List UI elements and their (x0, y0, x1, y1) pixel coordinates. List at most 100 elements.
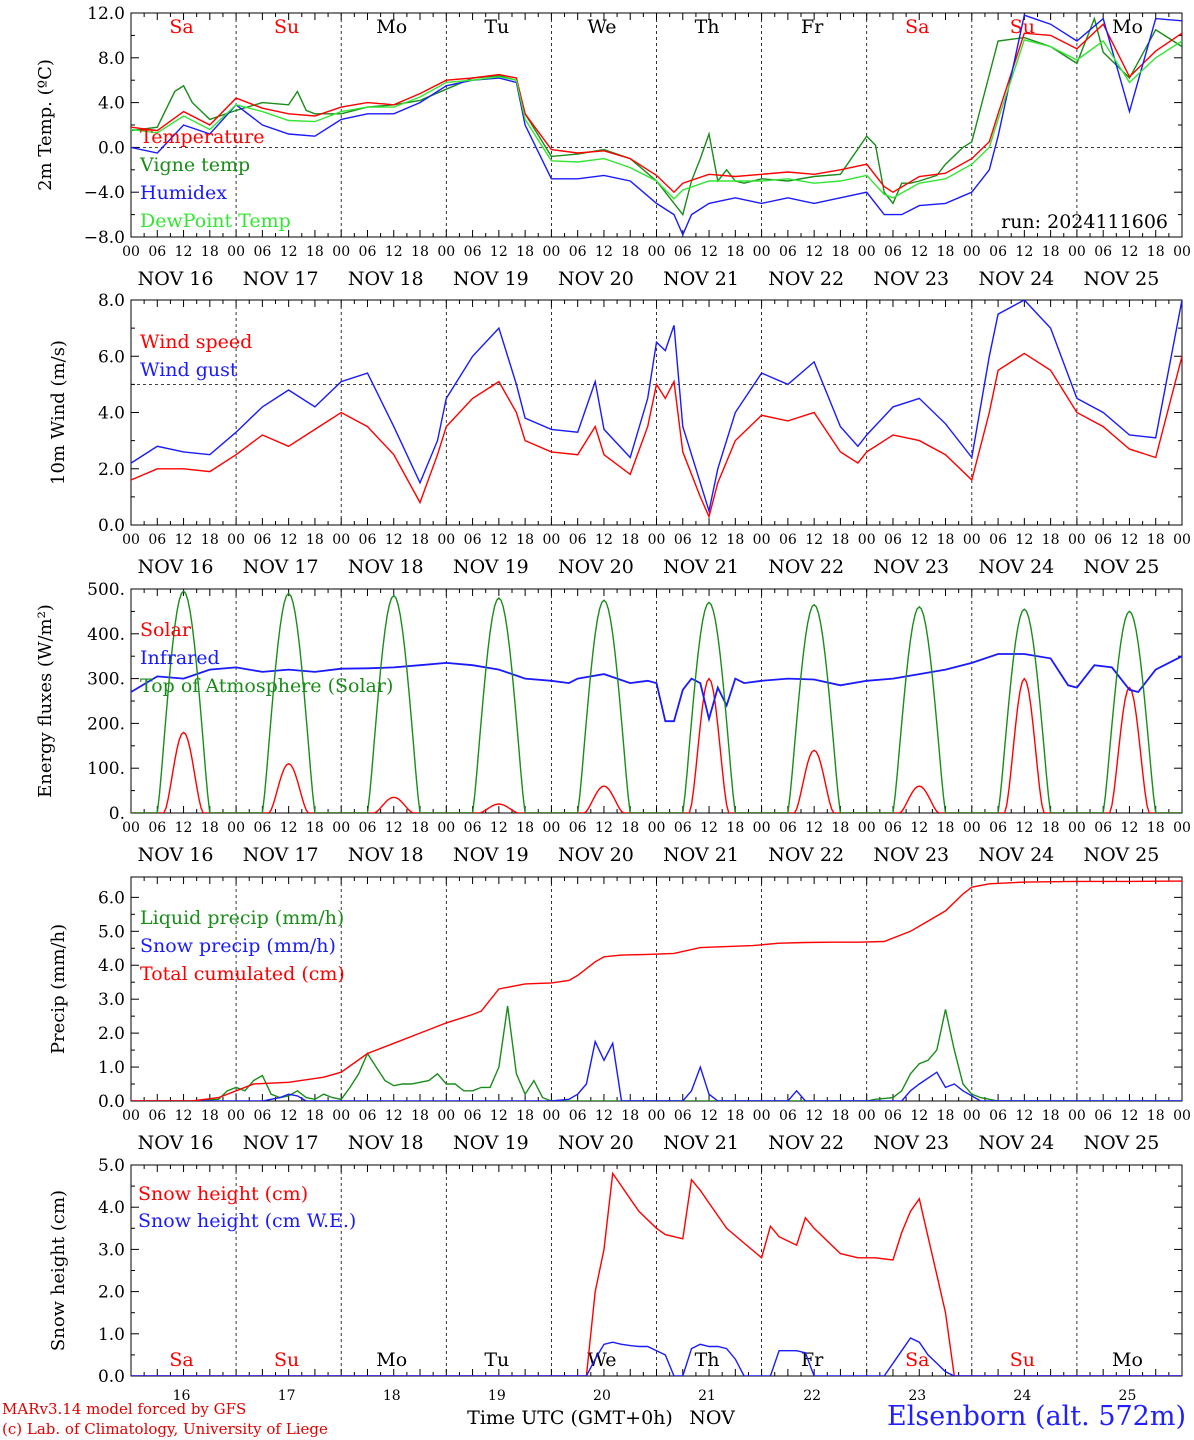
date-label-energy: NOV 25 (1084, 844, 1160, 866)
hour-tick-label-temp: 06 (989, 244, 1007, 260)
hour-tick-label-precip: 00 (542, 1108, 560, 1124)
hour-tick-label-temp: 06 (253, 244, 271, 260)
day-abbr-bottom: Tu (484, 1349, 509, 1371)
panel-frame-wind (130, 299, 1183, 526)
hour-tick-label-energy: 06 (359, 820, 377, 836)
hour-tick-label-wind: 12 (175, 532, 193, 548)
hour-tick-label-precip: 06 (1094, 1108, 1112, 1124)
hour-tick-label-energy: 00 (332, 820, 350, 836)
hour-tick-label-energy: 12 (1121, 820, 1139, 836)
legend-entry-humidex: Humidex (140, 182, 227, 204)
day-number-label: 18 (383, 1388, 401, 1404)
hour-tick-label-wind: 12 (700, 532, 718, 548)
hour-tick-label-temp: 00 (1068, 244, 1086, 260)
series-line-solar (131, 677, 1182, 813)
date-label-temp: NOV 22 (768, 268, 844, 290)
day-abbr-bottom: Mo (1112, 1349, 1143, 1371)
date-label-wind: NOV 19 (453, 556, 529, 578)
hour-tick-label-precip: 18 (516, 1108, 534, 1124)
hour-tick-label-wind: 06 (464, 532, 482, 548)
hour-tick-label-energy: 12 (175, 820, 193, 836)
date-label-precip: NOV 22 (768, 1132, 844, 1154)
y-tick-label-wind: 0.0 (98, 516, 125, 536)
legend-entry-wind-speed: Wind speed (140, 331, 252, 353)
hour-tick-label-precip: 12 (1121, 1108, 1139, 1124)
legend-entry-wind-gust: Wind gust (140, 359, 238, 381)
hour-tick-label-energy: 06 (569, 820, 587, 836)
date-label-temp: NOV 20 (558, 268, 634, 290)
hour-tick-label-precip: 18 (621, 1108, 639, 1124)
hour-tick-label-precip: 12 (175, 1108, 193, 1124)
date-label-precip: NOV 16 (138, 1132, 214, 1154)
hour-tick-label-temp: 00 (963, 244, 981, 260)
date-label-temp: NOV 23 (873, 268, 949, 290)
y-tick-label-energy: 400. (87, 625, 125, 645)
hour-tick-label-temp: 06 (674, 244, 692, 260)
y-axis-label-precip: Precip (mm/h) (48, 924, 69, 1054)
hour-tick-label-wind: 12 (1121, 532, 1139, 548)
hour-tick-label-energy: 18 (832, 820, 850, 836)
hour-tick-label-temp: 12 (1015, 244, 1033, 260)
y-tick-label-temp: −8.0 (84, 228, 125, 248)
hour-tick-label-precip: 18 (1147, 1108, 1165, 1124)
hour-tick-label-wind: 18 (726, 532, 744, 548)
hour-tick-label-wind: 00 (648, 532, 666, 548)
y-tick-label-temp: 0.0 (98, 138, 125, 158)
hour-tick-label-energy: 18 (411, 820, 429, 836)
date-label-precip: NOV 23 (873, 1132, 949, 1154)
date-label-wind: NOV 21 (663, 556, 739, 578)
hour-tick-label-precip: 06 (464, 1108, 482, 1124)
hour-tick-label-precip: 00 (332, 1108, 350, 1124)
date-label-wind: NOV 23 (873, 556, 949, 578)
hour-tick-label-precip: 18 (1042, 1108, 1060, 1124)
y-tick-label-temp: 4.0 (98, 94, 125, 114)
hour-tick-label-energy: 18 (621, 820, 639, 836)
y-tick-label-wind: 4.0 (98, 404, 125, 424)
hour-tick-label-energy: 00 (122, 820, 140, 836)
y-axis-label-wind: 10m Wind (m/s) (48, 340, 69, 485)
hour-tick-label-precip: 12 (385, 1108, 403, 1124)
day-abbr-bottom: Th (695, 1349, 720, 1371)
hour-tick-label-temp: 12 (490, 244, 508, 260)
y-tick-label-energy: 500. (87, 580, 125, 600)
day-abbr-bottom: Su (274, 1349, 299, 1371)
hour-tick-label-wind: 18 (832, 532, 850, 548)
hour-tick-label-precip: 00 (963, 1108, 981, 1124)
y-tick-label-snow: 4.0 (98, 1198, 125, 1218)
date-label-temp: NOV 19 (453, 268, 529, 290)
x-axis-label: Time UTC (GMT+0h) (467, 1407, 673, 1429)
hour-tick-label-temp: 00 (858, 244, 876, 260)
hour-tick-label-temp: 12 (910, 244, 928, 260)
series-line-snow-precip-mm-h (131, 1039, 1182, 1101)
date-label-precip: NOV 21 (663, 1132, 739, 1154)
date-label-energy: NOV 23 (873, 844, 949, 866)
hour-tick-label-precip: 18 (832, 1108, 850, 1124)
y-tick-label-energy: 300. (87, 670, 125, 690)
y-tick-label-wind: 8.0 (98, 291, 125, 311)
hour-tick-label-energy: 18 (516, 820, 534, 836)
hour-tick-label-wind: 06 (674, 532, 692, 548)
hour-tick-label-wind: 06 (884, 532, 902, 548)
hour-tick-label-temp: 18 (1147, 244, 1165, 260)
date-label-energy: NOV 17 (243, 844, 319, 866)
hour-tick-label-temp: 06 (569, 244, 587, 260)
day-abbr-bottom: Fr (801, 1349, 824, 1371)
hour-tick-label-precip: 06 (884, 1108, 902, 1124)
y-tick-label-wind: 2.0 (98, 460, 125, 480)
hour-tick-label-wind: 00 (858, 532, 876, 548)
hour-tick-label-temp: 18 (201, 244, 219, 260)
y-tick-label-snow: 5.0 (98, 1156, 125, 1176)
y-tick-label-precip: 4.0 (98, 956, 125, 976)
date-label-precip: NOV 19 (453, 1132, 529, 1154)
hour-tick-label-precip: 18 (411, 1108, 429, 1124)
hour-tick-label-precip: 00 (437, 1108, 455, 1124)
date-label-temp: NOV 21 (663, 268, 739, 290)
date-label-energy: NOV 21 (663, 844, 739, 866)
hour-tick-label-energy: 06 (464, 820, 482, 836)
hour-tick-label-energy: 06 (989, 820, 1007, 836)
hour-tick-label-energy: 00 (227, 820, 245, 836)
y-tick-label-precip: 1.0 (98, 1058, 125, 1078)
legend-entry-snow-precip-mm-h: Snow precip (mm/h) (140, 935, 336, 957)
hour-tick-label-precip: 12 (805, 1108, 823, 1124)
hour-tick-label-temp: 06 (359, 244, 377, 260)
